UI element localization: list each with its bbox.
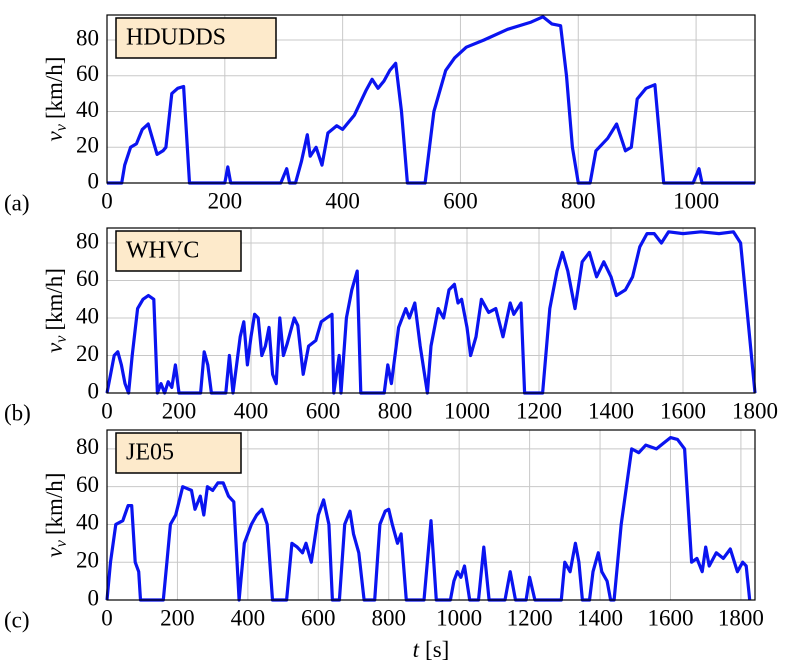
y-tick-label: 60 — [76, 61, 99, 86]
y-axis-label: vv [km/h] — [42, 57, 69, 142]
y-label-unit: [km/h] — [42, 268, 67, 331]
x-tick-label: 1600 — [660, 398, 706, 423]
y-label-subscript: v — [53, 335, 70, 343]
y-axis-label: vv [km/h] — [42, 473, 69, 558]
y-tick-label: 20 — [76, 341, 99, 366]
y-label-symbol: v — [42, 546, 67, 557]
x-tick-label: 1000 — [444, 398, 490, 423]
chart-title: JE05 — [126, 440, 174, 466]
y-tick-label: 60 — [76, 266, 99, 291]
y-tick-label: 40 — [76, 303, 99, 328]
y-label-subscript: v — [53, 539, 70, 547]
axes-frame — [106, 429, 756, 601]
y-tick-label: 40 — [76, 97, 99, 122]
x-tick-label: 400 — [231, 605, 266, 630]
x-tick-label: 200 — [162, 398, 197, 423]
y-label-subscript: v — [53, 123, 70, 131]
y-tick-label: 0 — [88, 585, 100, 610]
chart-title: WHVC — [126, 238, 199, 264]
x-axis-label: t [s] — [413, 637, 450, 662]
y-axis-label: vv [km/h] — [42, 268, 69, 353]
x-tick-label: 800 — [561, 188, 596, 213]
x-tick-label: 1200 — [507, 605, 553, 630]
y-label-symbol: v — [42, 342, 67, 353]
y-label-symbol: v — [42, 130, 67, 141]
x-tick-label: 600 — [301, 605, 336, 630]
speed-line — [105, 230, 757, 395]
speed-line — [105, 436, 752, 602]
x-tick-label: 1400 — [577, 605, 623, 630]
x-tick-label: 600 — [306, 398, 341, 423]
panel-label: (c) — [4, 607, 30, 632]
x-tick-label: 400 — [325, 188, 360, 213]
y-label-unit: [km/h] — [42, 473, 67, 536]
panel-label: (a) — [4, 190, 30, 215]
x-tick-label: 0 — [101, 398, 113, 423]
x-tick-label: 1200 — [516, 398, 562, 423]
x-tick-label: 0 — [101, 605, 113, 630]
x-tick-label: 1400 — [588, 398, 634, 423]
x-tick-label: 1800 — [718, 605, 764, 630]
y-label-unit: [km/h] — [42, 57, 67, 120]
x-tick-label: 200 — [160, 605, 195, 630]
axes-frame — [106, 227, 756, 394]
x-tick-label: 800 — [378, 398, 413, 423]
y-tick-label: 0 — [88, 168, 100, 193]
chart-title: HDUDDS — [126, 25, 226, 51]
x-tick-label: 0 — [101, 188, 113, 213]
y-tick-label: 60 — [76, 472, 99, 497]
y-tick-label: 20 — [76, 548, 99, 573]
x-tick-label: 1800 — [732, 398, 778, 423]
speed-line — [107, 15, 755, 185]
x-tick-label: 200 — [208, 188, 243, 213]
x-label-symbol: t — [413, 637, 420, 662]
y-tick-label: 80 — [76, 228, 99, 253]
x-tick-label: 400 — [234, 398, 269, 423]
title-box — [115, 230, 242, 272]
y-tick-label: 40 — [76, 510, 99, 535]
y-tick-label: 20 — [76, 133, 99, 158]
y-tick-label: 80 — [76, 434, 99, 459]
title-box — [115, 432, 242, 474]
y-tick-label: 80 — [76, 25, 99, 50]
panel-label: (b) — [4, 400, 31, 425]
x-tick-label: 600 — [443, 188, 478, 213]
x-tick-label: 800 — [371, 605, 406, 630]
x-tick-label: 1000 — [673, 188, 719, 213]
x-tick-label: 1000 — [436, 605, 482, 630]
x-tick-label: 1600 — [647, 605, 693, 630]
x-label-unit: [s] — [425, 637, 449, 662]
title-box — [115, 17, 277, 59]
y-tick-label: 0 — [88, 378, 100, 403]
axes-frame — [106, 14, 756, 184]
